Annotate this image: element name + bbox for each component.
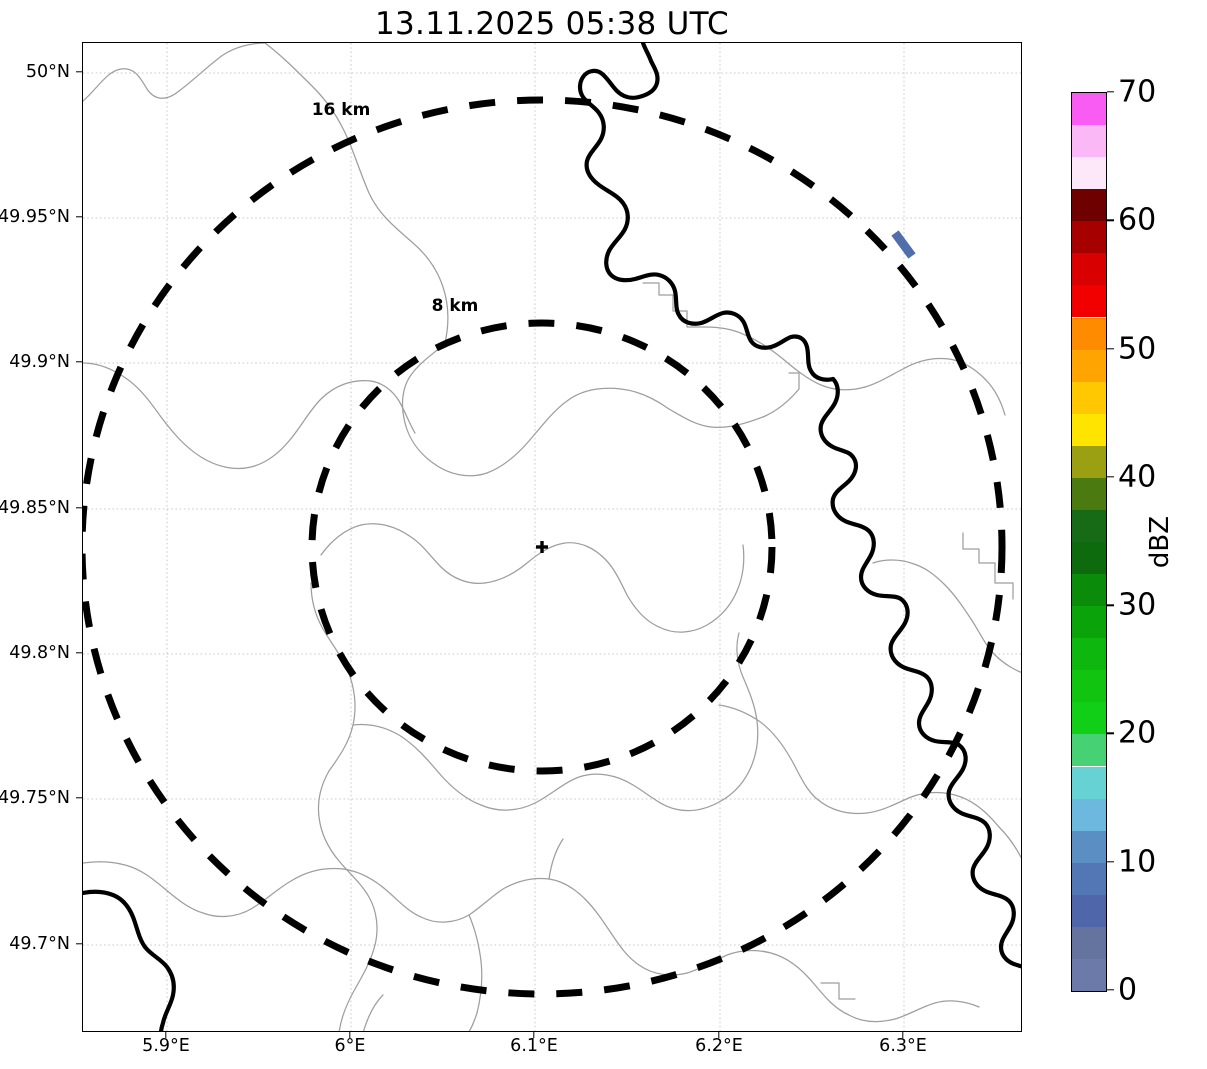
colorbar-tick-label-60: 60 bbox=[1118, 202, 1157, 238]
colorbar-tick-label-70: 70 bbox=[1118, 74, 1157, 110]
radar-echo-group bbox=[891, 230, 916, 259]
colorbar-band-19 bbox=[1072, 349, 1106, 382]
colorbar-band-0 bbox=[1072, 958, 1106, 991]
colorbar-tick-label-10: 10 bbox=[1118, 844, 1157, 880]
colorbar-band-23 bbox=[1072, 221, 1106, 254]
ytick-mark-49-9 bbox=[76, 361, 82, 363]
ytick-mark-49-95 bbox=[76, 216, 82, 218]
colorbar-band-7 bbox=[1072, 734, 1106, 767]
xtick-label-6-3: 6.3°E bbox=[879, 1036, 927, 1056]
colorbar-band-11 bbox=[1072, 606, 1106, 639]
map-gridlines bbox=[83, 43, 1021, 1031]
colorbar-band-26 bbox=[1072, 125, 1106, 158]
colorbar-band-13 bbox=[1072, 542, 1106, 575]
colorbar-tick-mark-20 bbox=[1107, 732, 1114, 735]
ytick-mark-49-85 bbox=[76, 507, 82, 509]
ytick-label-49-7: 49.7°N bbox=[9, 934, 70, 954]
range-ring-8km bbox=[308, 319, 776, 775]
colorbar-band-21 bbox=[1072, 285, 1106, 318]
colorbar-tick-mark-0 bbox=[1107, 989, 1114, 991]
page-title: 13.11.2025 05:38 UTC bbox=[375, 6, 729, 42]
colorbar-band-12 bbox=[1072, 574, 1106, 607]
colorbar-tick-mark-10 bbox=[1107, 861, 1114, 863]
range-ring-label-8km: 8 km bbox=[431, 296, 479, 316]
colorbar-band-2 bbox=[1072, 894, 1106, 927]
colorbar-band-4 bbox=[1072, 830, 1106, 863]
colorbar-band-15 bbox=[1072, 477, 1106, 510]
colorbar-band-8 bbox=[1072, 702, 1106, 735]
colorbar-tick-mark-40 bbox=[1107, 476, 1114, 478]
ytick-mark-49-75 bbox=[76, 797, 82, 799]
colorbar-tick-mark-50 bbox=[1107, 347, 1114, 350]
colorbar-band-27 bbox=[1072, 93, 1106, 126]
colorbar-band-16 bbox=[1072, 445, 1106, 478]
colorbar-band-14 bbox=[1072, 509, 1106, 542]
colorbar-tick-label-40: 40 bbox=[1118, 459, 1157, 495]
ytick-label-50: 50°N bbox=[25, 62, 70, 82]
colorbar-tick-label-50: 50 bbox=[1118, 331, 1157, 367]
colorbar-band-20 bbox=[1072, 317, 1106, 350]
range-ring-group bbox=[83, 96, 1006, 998]
administrative-boundaries bbox=[83, 43, 1021, 1031]
ytick-label-49-75: 49.75°N bbox=[0, 788, 70, 808]
colorbar-band-22 bbox=[1072, 253, 1106, 286]
xtick-label-6-2: 6.2°E bbox=[695, 1036, 743, 1056]
xtick-mark-6-2 bbox=[718, 1032, 720, 1038]
ytick-label-49-9: 49.9°N bbox=[9, 352, 70, 372]
colorbar-band-25 bbox=[1072, 157, 1106, 190]
ytick-mark-49-7 bbox=[76, 943, 82, 945]
colorbar-band-24 bbox=[1072, 189, 1106, 222]
xtick-mark-5-9 bbox=[165, 1032, 167, 1038]
colorbar[interactable] bbox=[1071, 92, 1107, 992]
colorbar-band-28 bbox=[1072, 92, 1106, 93]
xtick-mark-6-3 bbox=[902, 1032, 904, 1038]
colorbar-band-9 bbox=[1072, 670, 1106, 703]
colorbar-tick-mark-70 bbox=[1107, 91, 1114, 93]
colorbar-tick-mark-30 bbox=[1107, 604, 1114, 606]
colorbar-tick-label-20: 20 bbox=[1118, 715, 1157, 751]
xtick-label-6: 6°E bbox=[334, 1036, 366, 1056]
xtick-mark-6-1 bbox=[533, 1032, 535, 1038]
xtick-label-6-1: 6.1°E bbox=[510, 1036, 558, 1056]
colorbar-band-3 bbox=[1072, 862, 1106, 895]
colorbar-axis-label: dBZ bbox=[1145, 515, 1175, 569]
colorbar-tick-label-0: 0 bbox=[1118, 972, 1138, 1008]
colorbar-band-5 bbox=[1072, 798, 1106, 831]
colorbar-band-18 bbox=[1072, 381, 1106, 414]
xtick-label-5-9: 5.9°E bbox=[142, 1036, 190, 1056]
range-ring-label-16km: 16 km bbox=[311, 100, 371, 120]
ytick-label-49-85: 49.85°N bbox=[0, 498, 70, 518]
map-canvas bbox=[83, 43, 1021, 1031]
ytick-mark-50 bbox=[76, 71, 82, 73]
colorbar-tick-label-30: 30 bbox=[1118, 587, 1157, 623]
colorbar-band-10 bbox=[1072, 638, 1106, 671]
colorbar-band-17 bbox=[1072, 413, 1106, 446]
xtick-mark-6 bbox=[349, 1032, 351, 1038]
colorbar-band-1 bbox=[1072, 926, 1106, 959]
colorbar-tick-mark-60 bbox=[1107, 219, 1114, 221]
radar-site-plus-marker bbox=[536, 541, 548, 553]
ytick-label-49-95: 49.95°N bbox=[0, 207, 70, 227]
ytick-label-49-8: 49.8°N bbox=[9, 643, 70, 663]
range-ring-16km bbox=[83, 96, 1006, 998]
ytick-mark-49-8 bbox=[76, 652, 82, 654]
map-plot-area[interactable] bbox=[82, 42, 1022, 1032]
colorbar-band-6 bbox=[1072, 766, 1106, 799]
country-border-line bbox=[83, 43, 1021, 1031]
radar-echo-cell bbox=[891, 230, 916, 259]
